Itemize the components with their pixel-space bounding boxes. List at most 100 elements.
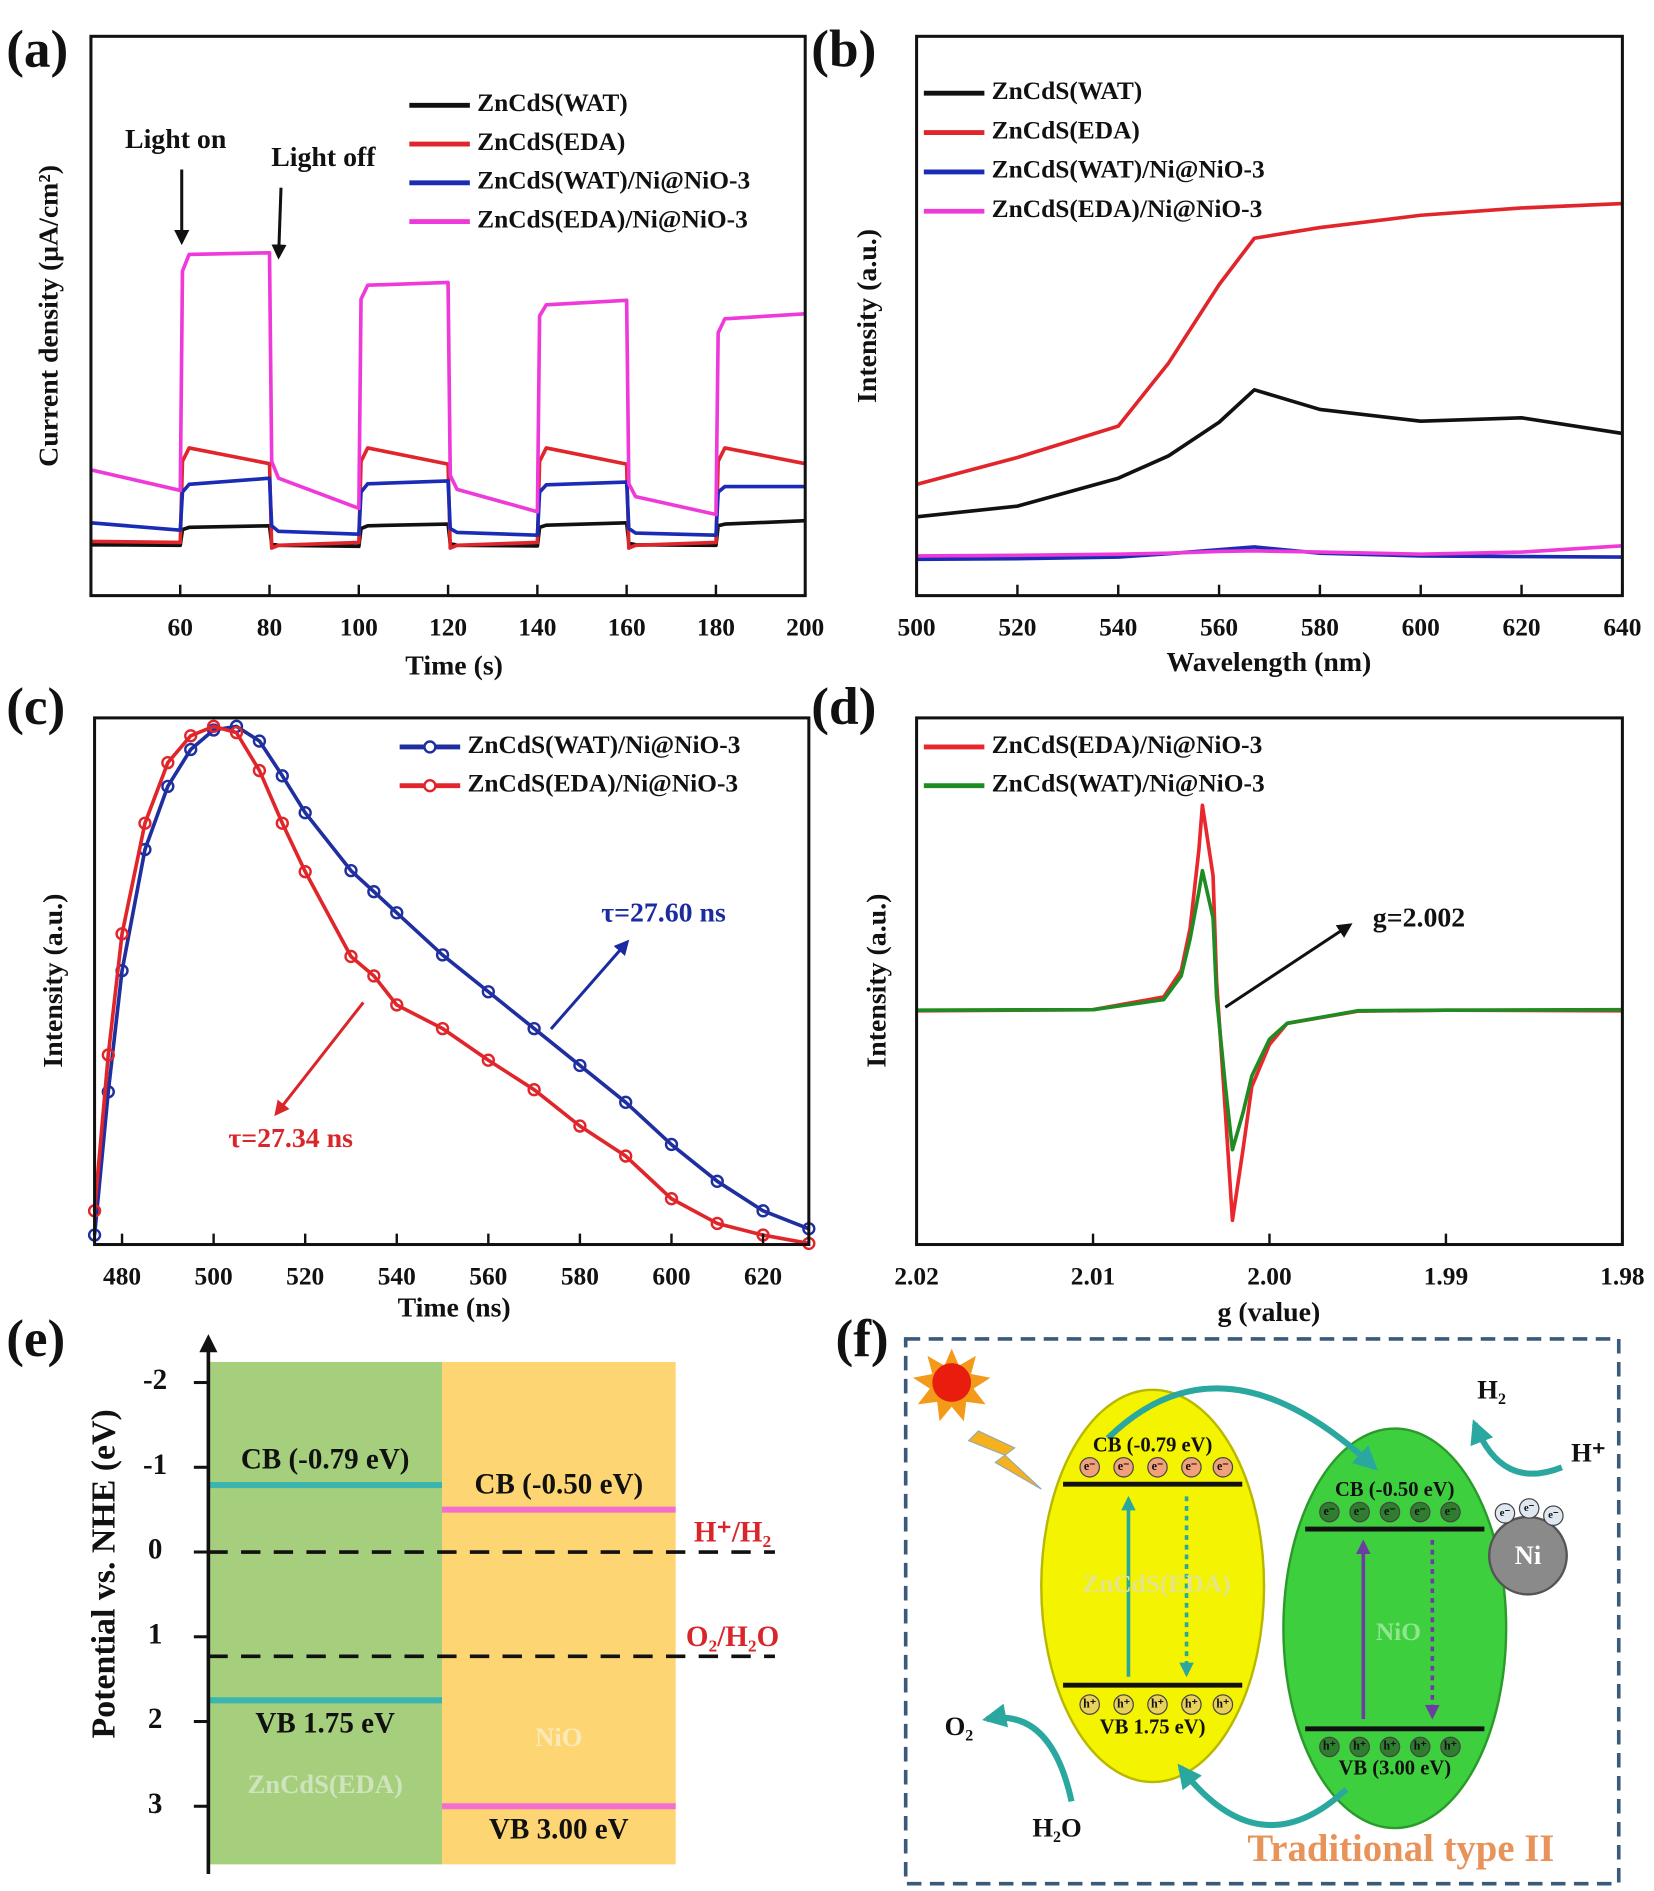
- y-tick-label: 0: [148, 1534, 163, 1566]
- annotation-arrow: [1224, 923, 1353, 1009]
- y-tick-label: -1: [143, 1449, 167, 1481]
- x-tick-label: 560: [1200, 613, 1238, 641]
- y-tick-label: 1: [148, 1618, 163, 1650]
- x-tick-label: 640: [1603, 613, 1641, 641]
- carrier-label: e⁻: [1414, 1504, 1426, 1518]
- x-tick-label: 100: [340, 613, 378, 641]
- carrier-label: h⁺: [1117, 1696, 1130, 1710]
- data-point: [573, 1058, 587, 1073]
- x-tick-label: 620: [1502, 613, 1540, 641]
- band-name: NiO: [535, 1722, 582, 1752]
- carrier: [1212, 1456, 1234, 1478]
- annotation-arrow: [274, 1001, 365, 1117]
- y-tick-label: -2: [143, 1364, 167, 1396]
- x-tick-label: 600: [652, 1262, 690, 1290]
- x-tick-label: 200: [786, 613, 824, 641]
- product-label: H₂: [1477, 1374, 1506, 1404]
- cb-label: CB (-0.79 eV): [1093, 1434, 1212, 1456]
- carrier: [1379, 1736, 1401, 1758]
- frame: [903, 1337, 1621, 1886]
- panel-label: (d): [811, 677, 876, 736]
- carrier-label: h⁺: [1216, 1696, 1229, 1710]
- y-axis-label: Intensity (a.u.): [38, 894, 69, 1068]
- data-point: [101, 1048, 115, 1062]
- legend-label: ZnCdS(WAT)/Ni@NiO-3: [992, 770, 1265, 798]
- plot-frame: [915, 34, 1624, 598]
- carrier: [1349, 1736, 1370, 1758]
- carriers: e⁻ e⁻ e⁻ e⁻ e⁻ h⁺ h⁺ h⁺ h⁺ h⁺ e⁻ e⁻ e⁻ e⁻ e⁻ h⁺ h⁺ h⁺ h⁺ h⁺…: [1079, 1456, 1564, 1758]
- carrier-label: h⁺: [1383, 1739, 1396, 1753]
- series-line: [916, 388, 1623, 519]
- data-point: [115, 927, 129, 941]
- x-tick-label: 2.00: [1247, 1262, 1291, 1290]
- data-point: [527, 1083, 541, 1097]
- y-axis-label: Intensity (a.u.): [861, 894, 892, 1068]
- x-axis-label: Wavelength (nm): [1166, 647, 1371, 678]
- product-label: O₂: [945, 1711, 974, 1741]
- lightning: [967, 1430, 1042, 1490]
- data-point: [184, 729, 198, 743]
- x-axis-label: Time (s): [405, 651, 503, 682]
- series-line: [916, 201, 1623, 487]
- legend-label: ZnCdS(EDA): [992, 116, 1140, 144]
- carrier: [1319, 1736, 1340, 1758]
- data-point: [435, 948, 450, 962]
- series-line: [916, 545, 1623, 562]
- carrier-label: e⁻: [1186, 1459, 1198, 1473]
- carrier: [1079, 1694, 1100, 1715]
- legend-marker: [423, 779, 437, 793]
- y-axis-label: Intensity (a.u.): [852, 229, 883, 403]
- legend-label: ZnCdS(WAT)/Ni@NiO-3: [992, 156, 1265, 184]
- redox-label: O₂/H₂O: [686, 1621, 779, 1653]
- annotation: Light off: [271, 142, 376, 173]
- x-tick-label: 2.01: [1071, 1262, 1115, 1290]
- band-block: [208, 1361, 443, 1865]
- data-point: [367, 969, 381, 983]
- carrier: [1181, 1694, 1202, 1715]
- carrier: [1113, 1694, 1134, 1715]
- data-point: [252, 763, 267, 778]
- data-point: [184, 742, 198, 757]
- x-tick-label: 580: [561, 1262, 599, 1290]
- data-point: [298, 865, 312, 879]
- carrier: [1543, 1505, 1564, 1526]
- reactant-label: H₂O: [1032, 1813, 1081, 1843]
- carrier-label: e⁻: [1445, 1504, 1457, 1518]
- panel-label: (b): [811, 20, 876, 79]
- x-tick-label: 2.02: [894, 1262, 938, 1290]
- data-point: [252, 734, 267, 748]
- data-point: [435, 1021, 450, 1036]
- mechanism-diagram: e⁻ e⁻ e⁻ e⁻ e⁻ h⁺ h⁺ h⁺ h⁺ h⁺ e⁻ e⁻ e⁻ e⁻ e⁻ h⁺ h⁺ h⁺ h⁺ h⁺…: [903, 1337, 1621, 1886]
- series-line: [916, 803, 1623, 1223]
- panel-label: (f): [835, 1309, 888, 1368]
- carrier: [1409, 1736, 1431, 1758]
- x-tick-label: 540: [1099, 613, 1137, 641]
- cocatalyst-label: Ni: [1515, 1540, 1542, 1570]
- x-tick-label: 580: [1301, 613, 1339, 641]
- data-point: [710, 1216, 724, 1231]
- carrier-label: e⁻: [1217, 1459, 1229, 1473]
- legend-label: ZnCdS(EDA)/Ni@NiO-3: [467, 770, 738, 798]
- annotation: g=2.002: [1373, 902, 1465, 933]
- annotation-arrow: [549, 939, 630, 1031]
- annotation: Light on: [125, 124, 227, 155]
- oxidation-arrow: [982, 1703, 1075, 1803]
- data-point: [344, 863, 358, 878]
- x-tick-label: 160: [608, 613, 646, 641]
- legend-label: ZnCdS(WAT): [477, 89, 628, 117]
- carrier-label: e⁻: [1084, 1459, 1096, 1473]
- data-point: [710, 1174, 724, 1188]
- carrier: [1409, 1501, 1431, 1523]
- electron-transfer-arrow: [1105, 1385, 1378, 1471]
- cb-label: CB (-0.79 eV): [241, 1444, 410, 1476]
- data-point: [390, 998, 404, 1012]
- carrier-label: e⁻: [1548, 1509, 1559, 1521]
- panel-label: (c): [6, 677, 65, 736]
- x-tick-label: 480: [103, 1262, 141, 1290]
- x-tick-label: 600: [1402, 613, 1440, 641]
- x-tick-label: 60: [168, 613, 193, 641]
- y-tick-label: 2: [148, 1703, 163, 1735]
- semiconductor-name: ZnCdS(EDA): [1082, 1570, 1230, 1598]
